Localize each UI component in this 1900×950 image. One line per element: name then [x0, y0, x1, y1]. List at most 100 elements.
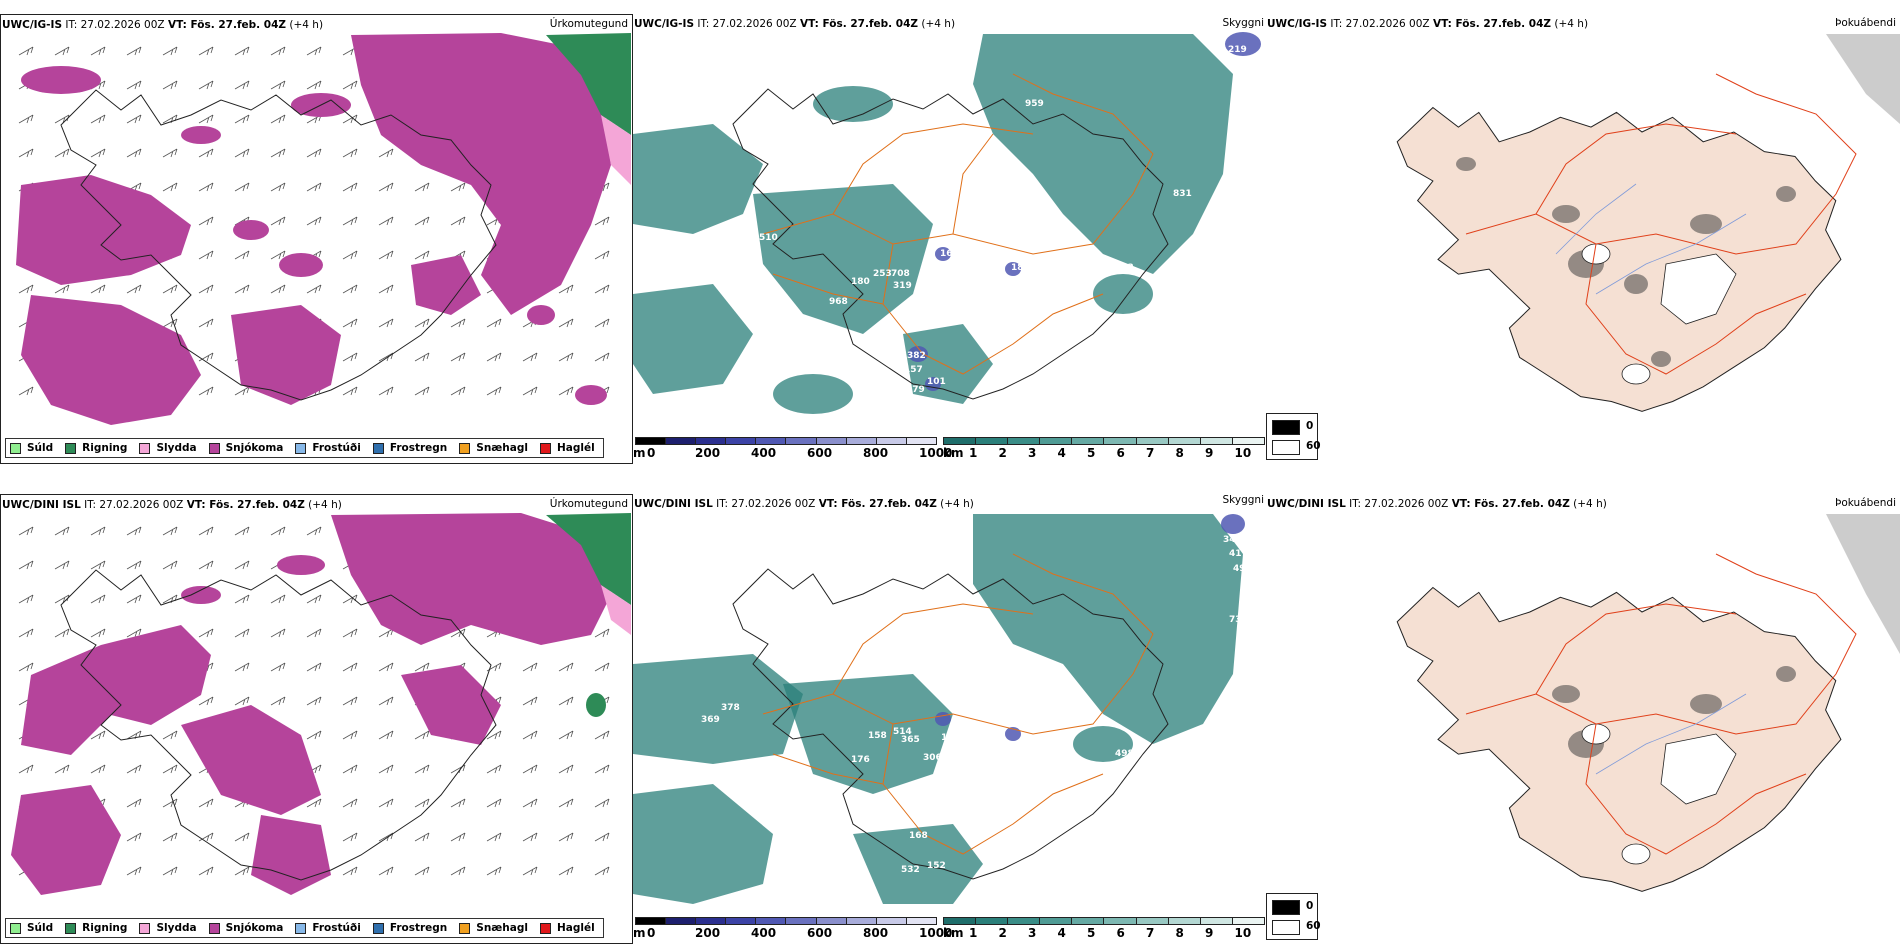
colorbar-tick-label: 1000: [919, 926, 953, 940]
model-name: UWC/DINI ISL: [2, 499, 81, 511]
colorbar-tick-label: 200: [695, 446, 721, 460]
colorbar-segment: [876, 438, 907, 444]
precip-type-legend: Súld Rigning Slydda Snjókoma Frostúði Frostre…: [5, 918, 604, 938]
legend-label: Slydda: [156, 442, 197, 454]
colorbar-segment: [846, 438, 877, 444]
road-network: [1465, 553, 1857, 855]
colorbar-tick-label: km: [943, 446, 964, 460]
colorbar-segment: [636, 438, 667, 444]
visibility-value-label: 736: [1229, 615, 1248, 625]
colorbar-segment: [944, 438, 977, 444]
colorbar-tick-label: 800: [863, 926, 889, 940]
fog-key-black-swatch: [1272, 900, 1300, 915]
precip-map-canvas: [11, 513, 631, 895]
fog-index-map-top: UWC/IG-IS IT: 27.02.2026 00Z VT: Fös. 27…: [1266, 14, 1900, 464]
colorbar-segment: [756, 438, 787, 444]
precip-type-map-bottom: UWC/DINI ISL IT: 27.02.2026 00Z VT: Fös.…: [0, 494, 633, 944]
colorbar-tick-label: 6: [1116, 446, 1125, 460]
visibility-fields: [633, 514, 1243, 904]
legend-swatch: [539, 442, 551, 454]
legend-item: Snæhagl: [459, 922, 528, 934]
visibility-value-label: 168: [909, 831, 928, 841]
legend-label: Súld: [27, 922, 54, 934]
glacier-white: [1581, 243, 1737, 385]
legend-label: Rigning: [82, 442, 128, 454]
legend-swatch: [459, 442, 471, 454]
visibility-value-label: 159: [941, 733, 960, 743]
legend-item: Frostregn: [372, 922, 448, 934]
legend-swatch: [65, 922, 77, 934]
valid-time: VT: Fös. 27.feb. 04Z: [186, 499, 305, 511]
legend-item: Slydda: [139, 922, 197, 934]
colorbar-segment: [976, 438, 1009, 444]
snow-areas: [11, 513, 611, 895]
legend-label: Snæhagl: [476, 442, 528, 454]
iceland-outline: [60, 569, 497, 881]
panel-title: Úrkomutegund: [549, 18, 628, 30]
legend-item: Slydda: [139, 442, 197, 454]
legend-item: Snjókoma: [208, 922, 284, 934]
colorbar-segment: [846, 918, 877, 924]
colorbar-segment: [976, 918, 1009, 924]
legend-swatch: [208, 922, 220, 934]
legend-item: Rigning: [65, 922, 127, 934]
valid-time: VT: Fös. 27.feb. 04Z: [167, 19, 287, 31]
legend-swatch: [139, 922, 151, 934]
colorbar-segment: [636, 918, 667, 924]
legend-label: Frostregn: [389, 922, 448, 934]
legend-swatch: [208, 442, 220, 454]
colorbar-segment: [906, 438, 936, 444]
colorbar-tick-label: 2: [998, 926, 1007, 940]
legend-item: Snjókoma: [208, 442, 283, 454]
legend-item: Haglél: [539, 442, 595, 454]
colorbar-segment: [786, 918, 817, 924]
init-time: IT: 27.02.2026 00Z: [1345, 498, 1452, 510]
rivers: [1595, 693, 1747, 775]
fog-index-key: 0 60: [1266, 893, 1321, 940]
legend-item: Frostregn: [372, 442, 447, 454]
rain-areas: [546, 33, 631, 185]
legend-label: Súld: [27, 442, 54, 454]
colorbar-tick-label: 6: [1116, 926, 1125, 940]
model-name: UWC/IG-IS: [1267, 18, 1328, 30]
colorbar-segment: [1072, 918, 1105, 924]
fog-map-canvas: [1396, 514, 1900, 892]
valid-time: VT: Fös. 27.feb. 04Z: [1451, 498, 1570, 510]
colorbar-segment: [1168, 438, 1201, 444]
colorbar-segment: [1168, 918, 1201, 924]
legend-label: Snjókoma: [225, 922, 284, 934]
legend-swatch: [372, 442, 384, 454]
colorbar-tick-label: 10: [1234, 926, 1252, 940]
init-time: IT: 27.02.2026 00Z: [80, 499, 187, 511]
snow-areas: [16, 33, 611, 425]
legend-item: Haglél: [539, 922, 595, 934]
legend-swatch: [65, 442, 77, 454]
legend-label: Slydda: [156, 922, 197, 934]
colorbar-tick-label: 7: [1146, 926, 1155, 940]
fog-offshore: [1826, 34, 1900, 124]
fog-key-black-label: 0: [1306, 420, 1314, 432]
colorbar-segment: [1104, 918, 1137, 924]
lead-time: (+4 h): [918, 18, 956, 30]
fog-key-white-swatch: [1272, 440, 1300, 455]
colorbar-tick-label: m: [633, 446, 646, 460]
lead-time: (+4 h): [286, 19, 324, 31]
colorbar-segment: [1104, 438, 1137, 444]
colorbar-tick-label: 0: [647, 926, 656, 940]
iceland-land: [1396, 586, 1842, 892]
rain-areas: [546, 513, 631, 717]
iceland-outline: [732, 88, 1169, 400]
colorbar-segment: [816, 438, 847, 444]
colorbar-tick-label: 9: [1205, 446, 1214, 460]
init-time: IT: 27.02.2026 00Z: [712, 498, 819, 510]
colorbar-segment: [1040, 918, 1073, 924]
colorbar-segment: [906, 918, 936, 924]
colorbar-segment: [726, 918, 757, 924]
colorbar-tick-label: 9: [1205, 926, 1214, 940]
visibility-colorbar: m 0 200 400 600 800 1000 km 1 2 3 4 5 6 7 8 9 10: [633, 917, 1266, 943]
panel-header: UWC/DINI ISL IT: 27.02.2026 00Z VT: Fös.…: [2, 499, 342, 512]
visibility-value-label: 319: [893, 281, 912, 291]
